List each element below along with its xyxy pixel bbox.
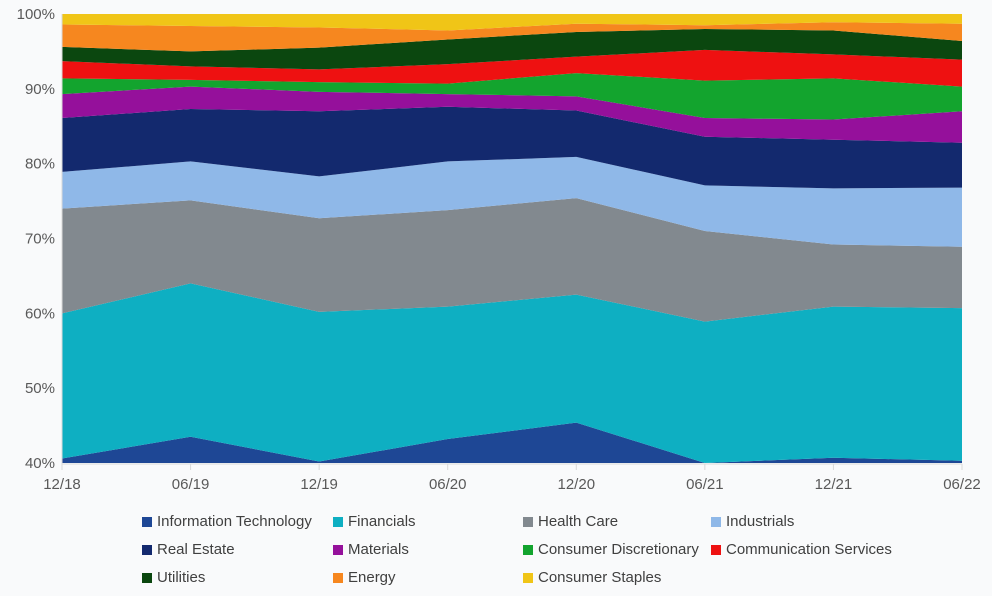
- y-axis-label: 70%: [25, 231, 55, 248]
- legend-item-materials: Materials: [333, 542, 409, 558]
- legend-swatch-icon: [523, 517, 533, 527]
- area-health-care: [62, 198, 962, 322]
- y-axis-label: 40%: [25, 455, 55, 472]
- legend-label: Health Care: [538, 513, 619, 530]
- legend-swatch-icon: [523, 573, 533, 583]
- legend-item-consumer-discretionary: Consumer Discretionary: [523, 542, 699, 558]
- y-axis-label: 80%: [25, 156, 55, 173]
- legend-label: Consumer Staples: [538, 569, 662, 586]
- area-financials: [62, 283, 962, 463]
- legend-label: Industrials: [726, 513, 795, 530]
- legend-label: Materials: [348, 541, 409, 558]
- legend-label: Consumer Discretionary: [538, 541, 699, 558]
- area-consumer-discretionary: [62, 73, 962, 120]
- legend-item-industrials: Industrials: [711, 514, 794, 530]
- legend-label: Real Estate: [157, 541, 235, 558]
- x-axis-label: 12/20: [558, 476, 596, 493]
- area-real-estate: [62, 106, 962, 189]
- area-consumer-staples: [62, 14, 962, 31]
- legend-item-communication-services: Communication Services: [711, 542, 892, 558]
- x-axis-label: 12/21: [815, 476, 853, 493]
- y-axis-label: 90%: [25, 81, 55, 98]
- area-energy: [62, 22, 962, 52]
- legend-item-health-care: Health Care: [523, 514, 618, 530]
- legend-swatch-icon: [333, 573, 343, 583]
- legend-swatch-icon: [711, 517, 721, 527]
- legend-swatch-icon: [711, 545, 721, 555]
- area-information-technology: [62, 422, 962, 463]
- area-communication-services: [62, 49, 962, 87]
- x-axis-label: 12/18: [43, 476, 81, 493]
- y-axis-label: 60%: [25, 305, 55, 322]
- legend-item-information-technology: Information Technology: [142, 514, 312, 530]
- x-axis-label: 06/21: [686, 476, 724, 493]
- legend-item-real-estate: Real Estate: [142, 542, 235, 558]
- x-axis-label: 06/20: [429, 476, 467, 493]
- legend-swatch-icon: [333, 545, 343, 555]
- legend-swatch-icon: [142, 573, 152, 583]
- legend-item-utilities: Utilities: [142, 570, 205, 586]
- legend-swatch-icon: [333, 517, 343, 527]
- area-industrials: [62, 156, 962, 247]
- legend-swatch-icon: [142, 545, 152, 555]
- legend-swatch-icon: [142, 517, 152, 527]
- area-materials: [62, 86, 962, 143]
- legend-label: Utilities: [157, 569, 206, 586]
- legend-label: Information Technology: [157, 513, 312, 530]
- x-axis-label: 06/22: [943, 476, 981, 493]
- x-axis-label: 12/19: [300, 476, 338, 493]
- x-axis-label: 06/19: [172, 476, 210, 493]
- legend-label: Communication Services: [726, 541, 892, 558]
- legend-swatch-icon: [523, 545, 533, 555]
- y-axis-label: 100%: [17, 6, 55, 23]
- y-axis-label: 50%: [25, 380, 55, 397]
- legend-label: Financials: [348, 513, 416, 530]
- stacked-area-chart: 40% 50% 60% 70% 80% 90% 100% 12/18 06/19 12/19 06/…: [17, 6, 981, 493]
- legend-item-energy: Energy: [333, 570, 396, 586]
- legend-item-financials: Financials: [333, 514, 416, 530]
- legend-label: Energy: [348, 569, 396, 586]
- area-utilities: [62, 28, 962, 70]
- legend-item-consumer-staples: Consumer Staples: [523, 570, 661, 586]
